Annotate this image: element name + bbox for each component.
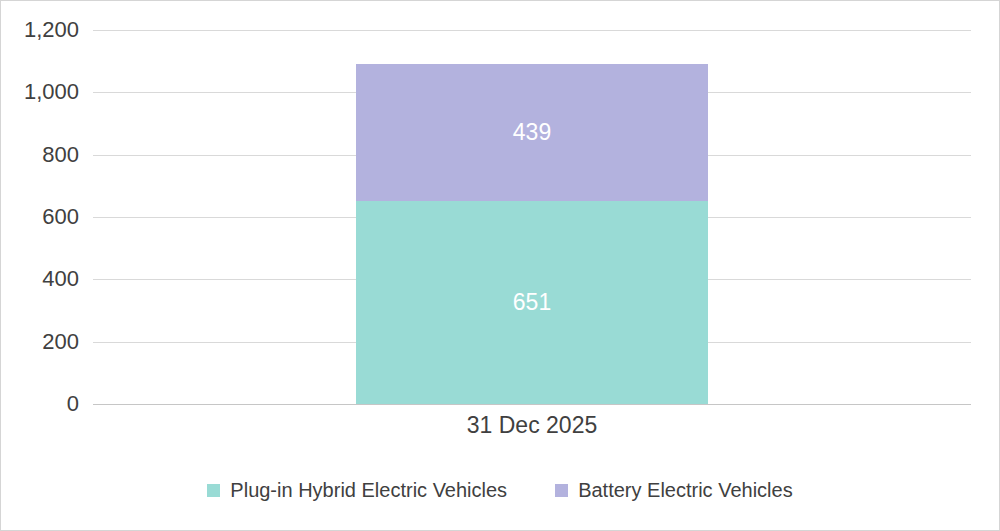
legend-swatch-icon	[207, 484, 220, 497]
legend-label: Plug-in Hybrid Electric Vehicles	[230, 479, 507, 502]
y-axis-tick-label: 0	[1, 392, 79, 416]
y-axis-tick-label: 1,200	[1, 18, 79, 42]
data-label: 439	[513, 119, 551, 146]
x-axis-label: 31 Dec 2025	[93, 412, 971, 439]
legend-label: Battery Electric Vehicles	[578, 479, 793, 502]
y-axis-tick-label: 400	[1, 267, 79, 291]
legend-item-plug-in-hybrid-electric-vehicles[interactable]: Plug-in Hybrid Electric Vehicles	[207, 479, 507, 502]
gridline	[93, 30, 971, 31]
data-label: 651	[513, 289, 551, 316]
bar-segment-battery-electric-vehicles[interactable]: 439	[356, 64, 708, 201]
y-axis-tick-label: 600	[1, 205, 79, 229]
stacked-bar: 439 651	[356, 64, 708, 404]
legend: Plug-in Hybrid Electric Vehicles Battery …	[1, 479, 999, 502]
y-axis-tick-label: 800	[1, 143, 79, 167]
bar-segment-plug-in-hybrid-electric-vehicles[interactable]: 651	[356, 201, 708, 404]
legend-item-battery-electric-vehicles[interactable]: Battery Electric Vehicles	[555, 479, 793, 502]
y-axis-tick-label: 1,000	[1, 80, 79, 104]
x-axis-line	[93, 404, 971, 405]
legend-swatch-icon	[555, 484, 568, 497]
y-axis-tick-label: 200	[1, 330, 79, 354]
chart-container: 0 200 400 600 800 1,000 1,200 439 651 31 Dec 202…	[0, 0, 1000, 531]
